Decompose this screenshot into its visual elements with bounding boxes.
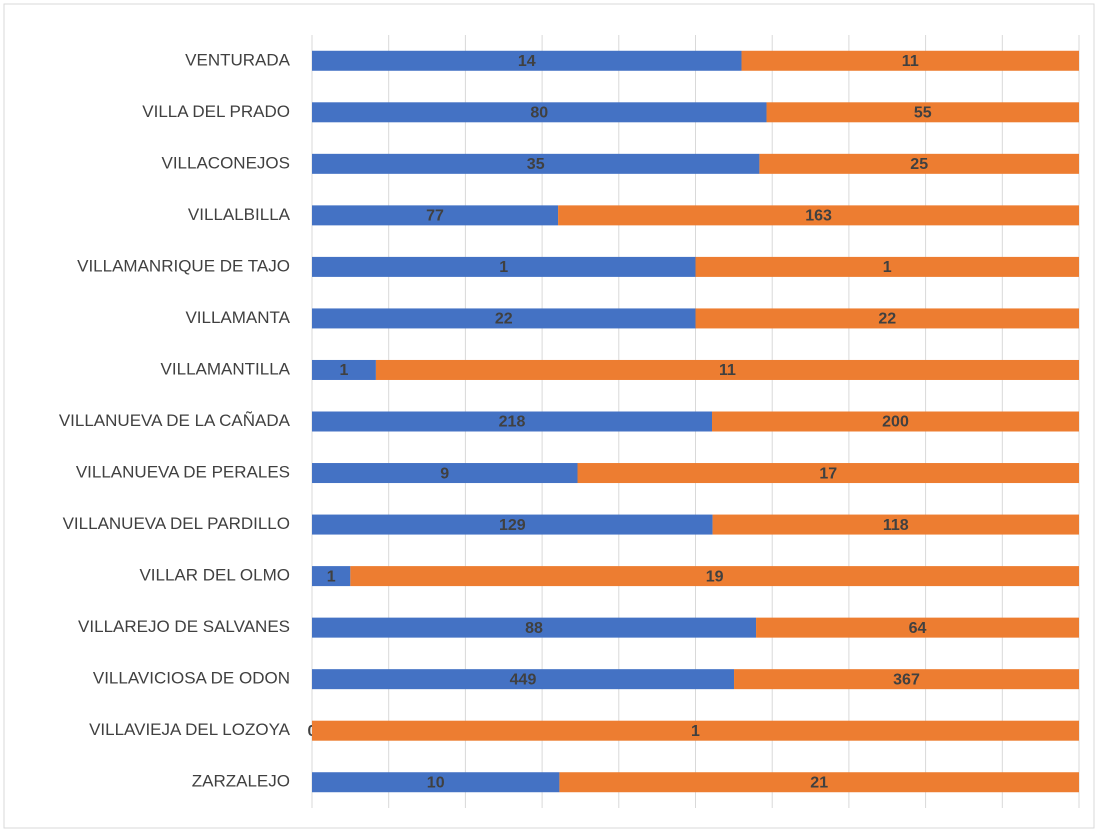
data-label: 163 <box>805 208 832 225</box>
data-label: 55 <box>914 105 932 122</box>
bar-segment <box>312 617 757 638</box>
data-label: 22 <box>495 311 513 328</box>
bar-segment <box>759 153 1079 174</box>
data-label: 77 <box>426 208 444 225</box>
bar-segment <box>312 50 742 71</box>
bar-segment <box>558 205 1079 226</box>
y-tick-label: VILLAMANRIQUE DE TAJO <box>77 256 290 275</box>
y-tick-label: ZARZALEJO <box>192 772 290 791</box>
data-label: 367 <box>893 671 920 688</box>
data-label: 218 <box>499 414 526 431</box>
data-label: 1 <box>499 259 508 276</box>
data-label: 118 <box>883 517 909 534</box>
data-label: 88 <box>525 620 543 637</box>
y-tick-label: VILLA DEL PRADO <box>142 102 290 121</box>
data-label: 10 <box>427 774 445 791</box>
y-tick-label: VILLANUEVA DE PERALES <box>76 463 290 482</box>
data-label: 9 <box>440 465 449 482</box>
bar-segment <box>312 566 351 587</box>
y-tick-label: VILLAMANTILLA <box>161 359 291 378</box>
bar-segment <box>559 772 1079 793</box>
data-label: 80 <box>530 105 548 122</box>
bar-segment <box>756 617 1079 638</box>
y-tick-label: VILLAR DEL OLMO <box>139 566 290 585</box>
bar-segment <box>312 256 696 277</box>
bar-segment <box>312 102 767 123</box>
bar-segment <box>312 772 560 793</box>
bar-segment <box>375 359 1080 380</box>
data-label: 200 <box>882 414 909 431</box>
data-label: 1 <box>340 362 349 379</box>
bar-segment <box>312 720 1079 741</box>
data-label: 14 <box>518 53 536 70</box>
y-tick-label: VILLAREJO DE SALVANES <box>78 617 290 636</box>
bar-segment <box>766 102 1079 123</box>
y-tick-label: VILLAVIEJA DEL LOZOYA <box>89 720 291 739</box>
bar-segment <box>312 153 760 174</box>
bar-segment <box>312 411 713 432</box>
data-label: 22 <box>878 311 896 328</box>
bar-segment <box>741 50 1079 71</box>
data-label: 1 <box>883 259 892 276</box>
bar-segment <box>312 463 578 484</box>
bar-segment <box>312 359 376 380</box>
bar-segment <box>712 411 1079 432</box>
bar-segment <box>577 463 1079 484</box>
y-tick-label: VILLANUEVA DE LA CAÑADA <box>59 411 291 430</box>
bar-segment <box>350 566 1080 587</box>
bar-segment <box>695 308 1079 329</box>
data-label: 25 <box>910 156 928 173</box>
bar-segment <box>312 205 559 226</box>
data-label: 64 <box>909 620 927 637</box>
y-tick-label: VILLANUEVA DEL PARDILLO <box>63 514 290 533</box>
bar-segment <box>695 256 1079 277</box>
data-label: 11 <box>902 53 919 70</box>
bar-segment <box>312 308 696 329</box>
y-tick-label: VILLALBILLA <box>188 205 291 224</box>
bar-segment <box>712 514 1079 535</box>
data-label: 21 <box>810 774 828 791</box>
bar-segment <box>312 669 735 690</box>
bar-segment <box>312 514 713 535</box>
data-label: 11 <box>719 362 736 379</box>
y-tick-label: VILLAMANTA <box>185 308 290 327</box>
data-label: 129 <box>499 517 526 534</box>
data-label: 449 <box>510 671 537 688</box>
data-label: 1 <box>327 568 336 585</box>
data-label: 17 <box>819 465 837 482</box>
y-tick-label: VILLAVICIOSA DE ODON <box>93 669 290 688</box>
data-label: 1 <box>691 723 700 740</box>
y-tick-label: VILLACONEJOS <box>162 153 291 172</box>
data-label: 19 <box>706 568 724 585</box>
y-tick-label: VENTURADA <box>185 50 291 69</box>
bar-segment <box>734 669 1079 690</box>
data-label: 35 <box>527 156 545 173</box>
